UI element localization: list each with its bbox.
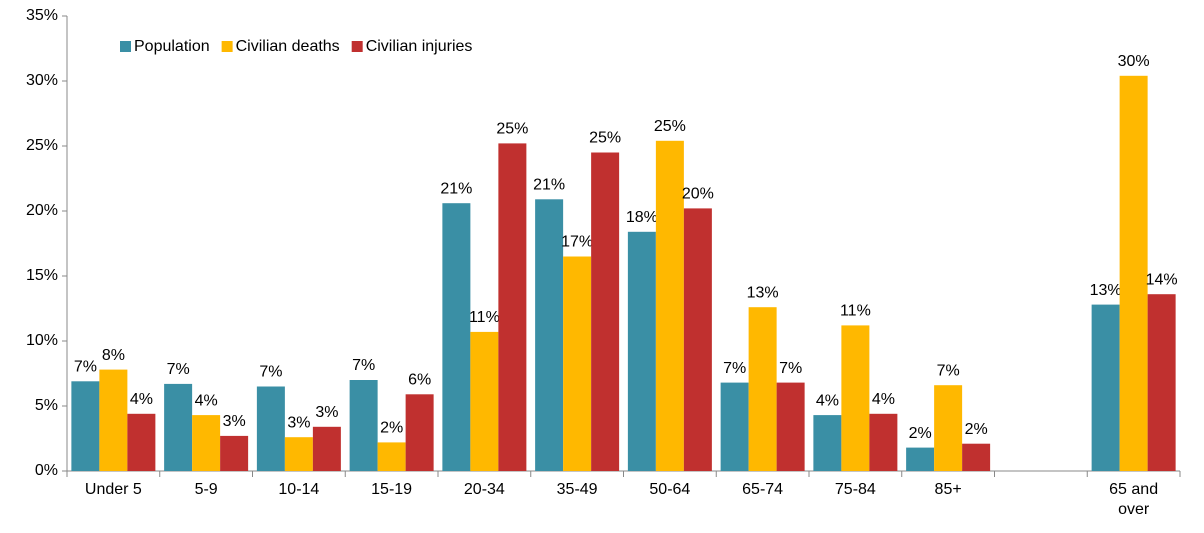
data-label: 17% bbox=[561, 234, 593, 251]
bar bbox=[71, 381, 100, 471]
bar bbox=[127, 413, 156, 471]
y-tick-label: 10% bbox=[26, 332, 58, 349]
data-label: 3% bbox=[287, 414, 310, 431]
x-tick-label: Under 5 bbox=[84, 481, 142, 498]
bar bbox=[164, 383, 193, 471]
bar bbox=[906, 447, 935, 471]
bar bbox=[220, 435, 249, 471]
bar bbox=[748, 307, 777, 471]
x-tick-label: 35-49 bbox=[556, 481, 598, 498]
data-label: 18% bbox=[626, 209, 658, 226]
data-label: 6% bbox=[408, 372, 431, 389]
legend-swatch bbox=[120, 41, 131, 52]
bar bbox=[1147, 294, 1176, 471]
bar bbox=[627, 231, 656, 471]
bar bbox=[312, 426, 341, 471]
data-label: 3% bbox=[223, 413, 246, 430]
y-tick-label: 15% bbox=[26, 267, 58, 284]
legend-swatch bbox=[221, 41, 233, 52]
x-tick-label: 20-34 bbox=[463, 481, 505, 498]
bar bbox=[813, 415, 842, 471]
bar bbox=[841, 325, 870, 471]
data-label: 7% bbox=[779, 360, 802, 377]
bar bbox=[470, 331, 499, 471]
bar bbox=[776, 382, 805, 471]
x-tick-label: 85+ bbox=[934, 481, 962, 498]
data-label: 2% bbox=[909, 425, 932, 442]
bar bbox=[563, 256, 592, 471]
bar bbox=[1119, 75, 1148, 472]
y-tick-label: 35% bbox=[26, 7, 58, 24]
bar bbox=[405, 394, 434, 471]
bar bbox=[498, 143, 527, 471]
x-tick-label: 65 and over bbox=[1109, 481, 1159, 518]
y-tick-label: 5% bbox=[35, 397, 58, 414]
y-tick-label: 25% bbox=[26, 137, 58, 154]
bar bbox=[962, 443, 991, 471]
x-tick-label: 75-84 bbox=[834, 481, 876, 498]
bar bbox=[99, 369, 128, 471]
bar bbox=[683, 208, 712, 471]
x-tick-label: 15-19 bbox=[371, 481, 413, 498]
bar bbox=[655, 140, 684, 472]
bar bbox=[1091, 304, 1120, 471]
bar bbox=[349, 380, 378, 471]
data-label: 4% bbox=[195, 392, 218, 409]
data-label: 4% bbox=[872, 391, 895, 408]
data-label: 11% bbox=[469, 309, 500, 326]
data-label: 13% bbox=[1090, 282, 1122, 299]
data-label: 25% bbox=[496, 121, 528, 138]
data-label: 8% bbox=[102, 347, 125, 364]
legend-swatch bbox=[351, 41, 363, 52]
data-label: 11% bbox=[840, 303, 871, 320]
data-label: 13% bbox=[747, 284, 779, 301]
data-label: 21% bbox=[533, 177, 565, 194]
data-label: 7% bbox=[352, 357, 375, 374]
data-label: 25% bbox=[589, 130, 621, 147]
bar bbox=[284, 437, 313, 471]
bar bbox=[934, 385, 963, 471]
x-tick-label: 5-9 bbox=[194, 481, 218, 498]
data-label: 7% bbox=[937, 362, 960, 379]
legend-label: Civilian injuries bbox=[366, 38, 473, 55]
bar bbox=[869, 413, 898, 471]
data-label: 4% bbox=[130, 391, 153, 408]
legend-label: Civilian deaths bbox=[236, 38, 340, 55]
bar bbox=[535, 199, 564, 472]
x-tick-label: 50-64 bbox=[649, 481, 691, 498]
data-label: 7% bbox=[74, 359, 97, 376]
legend-label: Population bbox=[134, 38, 210, 55]
y-tick-label: 20% bbox=[26, 202, 58, 219]
data-label: 25% bbox=[654, 118, 686, 135]
data-label: 3% bbox=[315, 404, 338, 421]
data-label: 4% bbox=[816, 392, 839, 409]
data-label: 7% bbox=[167, 361, 190, 378]
bar bbox=[192, 415, 221, 471]
bar bbox=[377, 442, 406, 471]
data-label: 14% bbox=[1146, 271, 1178, 288]
data-label: 2% bbox=[380, 420, 403, 437]
data-label: 30% bbox=[1118, 53, 1150, 70]
x-tick-label: 10-14 bbox=[278, 481, 320, 498]
data-label: 20% bbox=[682, 186, 714, 203]
bar bbox=[256, 386, 285, 471]
y-tick-label: 30% bbox=[26, 72, 58, 89]
x-tick-label: 65-74 bbox=[742, 481, 784, 498]
bar bbox=[591, 152, 620, 471]
y-tick-label: 0% bbox=[35, 462, 58, 479]
bar bbox=[720, 382, 749, 471]
data-label: 2% bbox=[965, 421, 988, 438]
data-label: 21% bbox=[440, 180, 472, 197]
data-label: 7% bbox=[259, 364, 282, 381]
bar bbox=[442, 203, 471, 471]
data-label: 7% bbox=[723, 360, 746, 377]
